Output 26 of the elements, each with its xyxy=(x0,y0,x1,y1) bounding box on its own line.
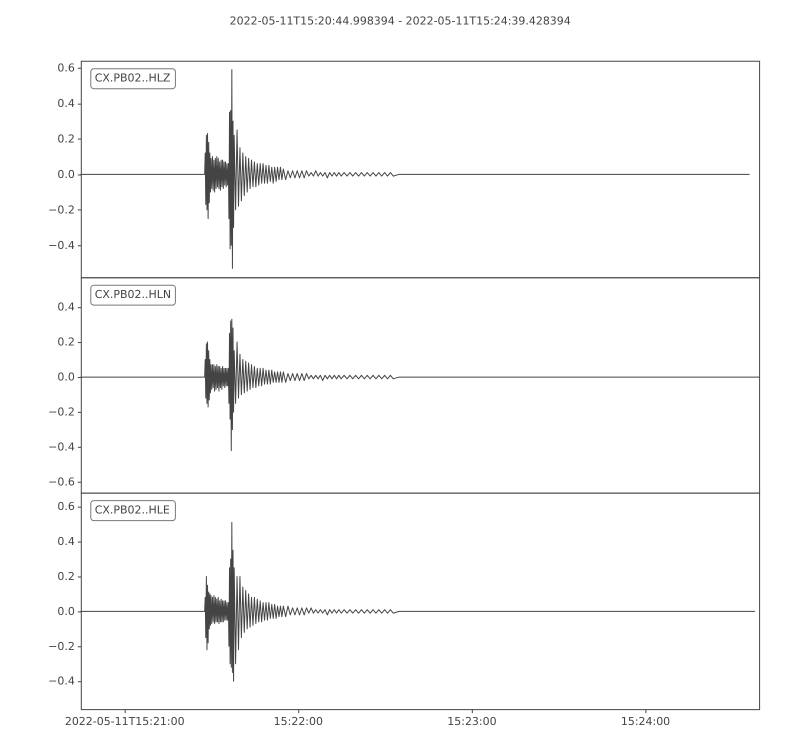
y-tick-label: −0.2 xyxy=(48,406,75,419)
x-tick-label: 15:22:00 xyxy=(274,715,323,728)
y-tick-label: 0.4 xyxy=(57,300,75,314)
y-tick-label: 0.4 xyxy=(57,535,75,548)
y-tick-label: 0.6 xyxy=(57,500,75,514)
y-tick-label: −0.2 xyxy=(48,203,75,216)
y-tick-label: 0.2 xyxy=(57,570,75,583)
y-tick-label: 0.2 xyxy=(57,132,75,146)
y-tick-label: 0.0 xyxy=(57,168,75,181)
y-tick-label: −0.2 xyxy=(48,640,75,653)
y-tick-label: −0.4 xyxy=(48,238,75,252)
chart-title: 2022-05-11T15:20:44.998394 - 2022-05-11T15:24:39.428394 xyxy=(230,14,571,28)
y-tick-label: 0.0 xyxy=(57,604,75,618)
x-tick-label: 15:23:00 xyxy=(447,715,497,728)
y-tick-label: −0.4 xyxy=(48,674,75,688)
y-tick-label: 0.4 xyxy=(57,96,75,110)
y-tick-label: 0.6 xyxy=(57,61,75,74)
y-tick-label: 0.2 xyxy=(57,336,75,349)
x-tick-label: 15:24:00 xyxy=(620,715,670,728)
annotation: CX.PB02..HLZ xyxy=(94,72,171,85)
annotation: CX.PB02..HLN xyxy=(94,288,172,302)
x-tick-label: 2022-05-11T15:21:00 xyxy=(64,715,185,728)
y-tick-label: 0.0 xyxy=(57,370,75,384)
y-tick-label: −0.6 xyxy=(48,476,75,489)
y-tick-label: −0.4 xyxy=(48,440,75,454)
annotation: CX.PB02..HLE xyxy=(94,504,170,517)
